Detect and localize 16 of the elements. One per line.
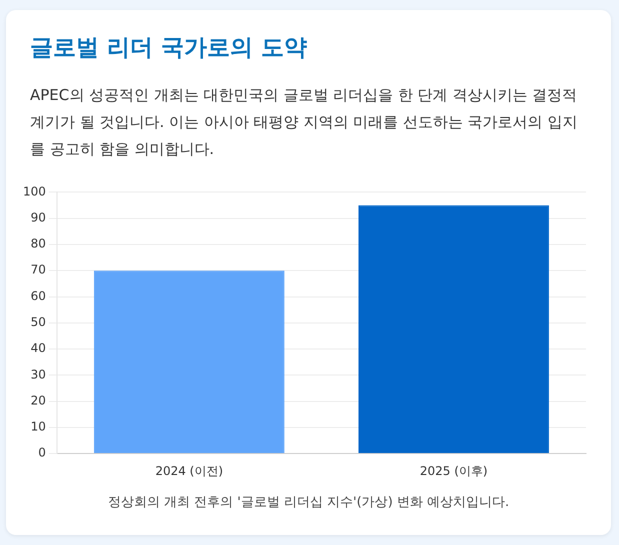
y-tick-label: 10 (30, 420, 46, 434)
text: 정상회의 개최 전후의 '글로벌 리더십 지수'(가상) 변화 예상치입니다. (106, 494, 510, 511)
y-tick-label: 70 (30, 262, 46, 277)
y-tick-label: 100 (23, 184, 46, 198)
y-tick-label: 80 (30, 236, 46, 251)
y-tick-label: 40 (30, 341, 46, 356)
y-tick-label: 20 (30, 393, 46, 408)
y-tick-label: 50 (30, 315, 46, 330)
chart-subtitle: APEC의 성공적인 개최는 대한민국의 글로벌 리더십을 한 단계 격상시키는 결정적 계기가 될 것입니다. 이는 아시아 태평양 지역의 미래를 선도하는 국가로서의 입지를 공고히 함을 의미합니다. (30, 85, 578, 160)
chart-title: 글로벌 리더 국가로의 도약 (30, 34, 308, 63)
y-tick-label: 60 (30, 288, 46, 303)
y-tick-label: 30 (30, 367, 46, 382)
x-tick-label: 2024 (이전) (155, 464, 224, 478)
x-tick-label: 2025 (이후) (420, 464, 488, 478)
y-tick-label: 0 (38, 446, 46, 460)
y-tick-label: 90 (30, 210, 46, 224)
